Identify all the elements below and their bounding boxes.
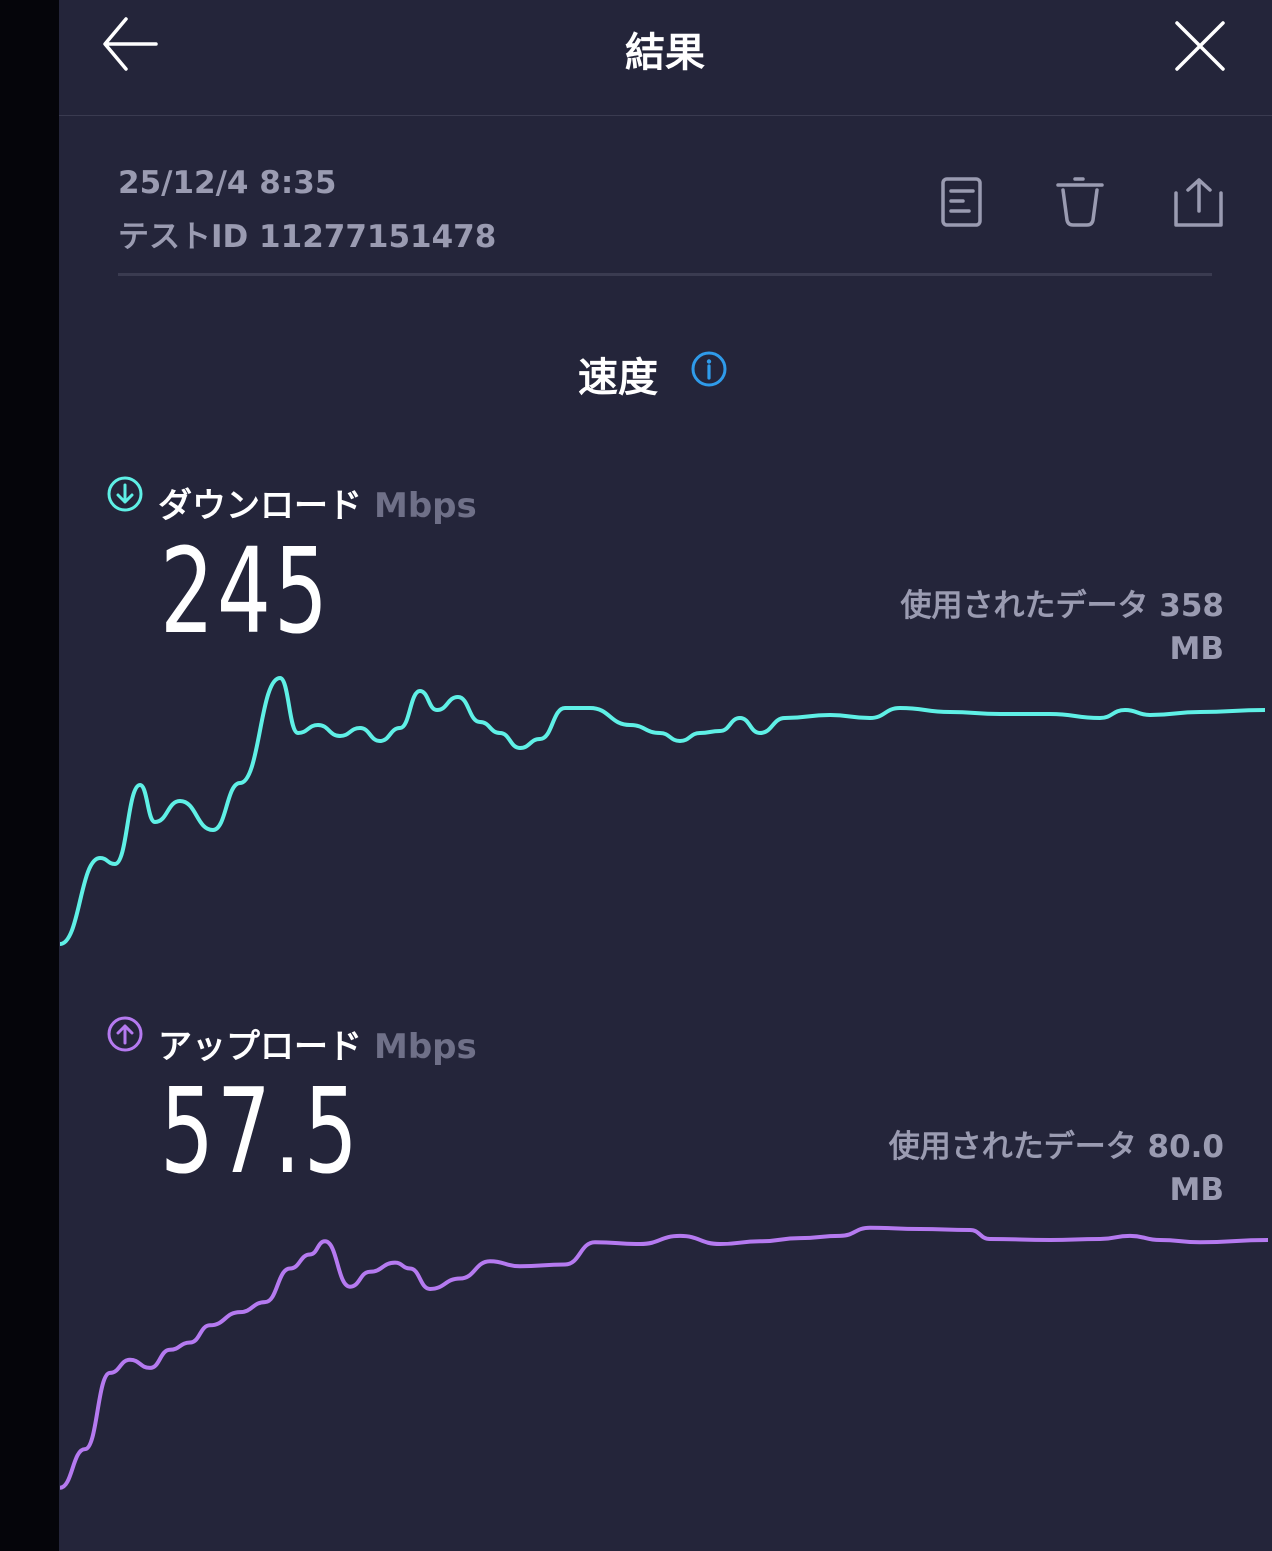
info-icon	[691, 351, 727, 387]
close-button[interactable]	[1172, 18, 1228, 74]
share-icon	[1174, 178, 1223, 227]
details-button[interactable]	[940, 176, 984, 234]
upload-unit: Mbps	[374, 1027, 477, 1067]
upload-value: 57.5	[160, 1062, 361, 1200]
delete-button[interactable]	[1055, 176, 1105, 234]
meta-divider	[118, 273, 1212, 276]
download-unit: Mbps	[374, 486, 477, 526]
download-icon	[107, 476, 143, 512]
upload-icon	[107, 1016, 143, 1052]
upload-speed-line	[59, 1225, 1269, 1490]
trash-icon	[1056, 177, 1104, 227]
test-datetime: 25/12/4 8:35	[118, 165, 337, 201]
info-button[interactable]	[690, 350, 728, 392]
test-id: テストID 11277151478	[118, 219, 497, 255]
share-button[interactable]	[1172, 176, 1226, 234]
download-label: ダウンロード Mbps	[158, 486, 477, 526]
download-speed-line	[59, 676, 1266, 946]
left-edge	[0, 0, 59, 1551]
upload-data-used: 使用されたデータ 80.0 MB	[888, 1129, 1224, 1208]
download-value: 245	[160, 522, 331, 660]
upload-label: アップロード Mbps	[158, 1027, 477, 1067]
arrow-left-icon	[103, 17, 158, 71]
back-button[interactable]	[100, 15, 160, 75]
page-title: 結果	[625, 30, 705, 76]
close-icon	[1175, 21, 1225, 71]
download-data-used: 使用されたデータ 358 MB	[900, 588, 1224, 667]
document-icon	[941, 177, 982, 227]
speed-title: 速度	[578, 355, 658, 401]
header-divider	[59, 115, 1272, 116]
